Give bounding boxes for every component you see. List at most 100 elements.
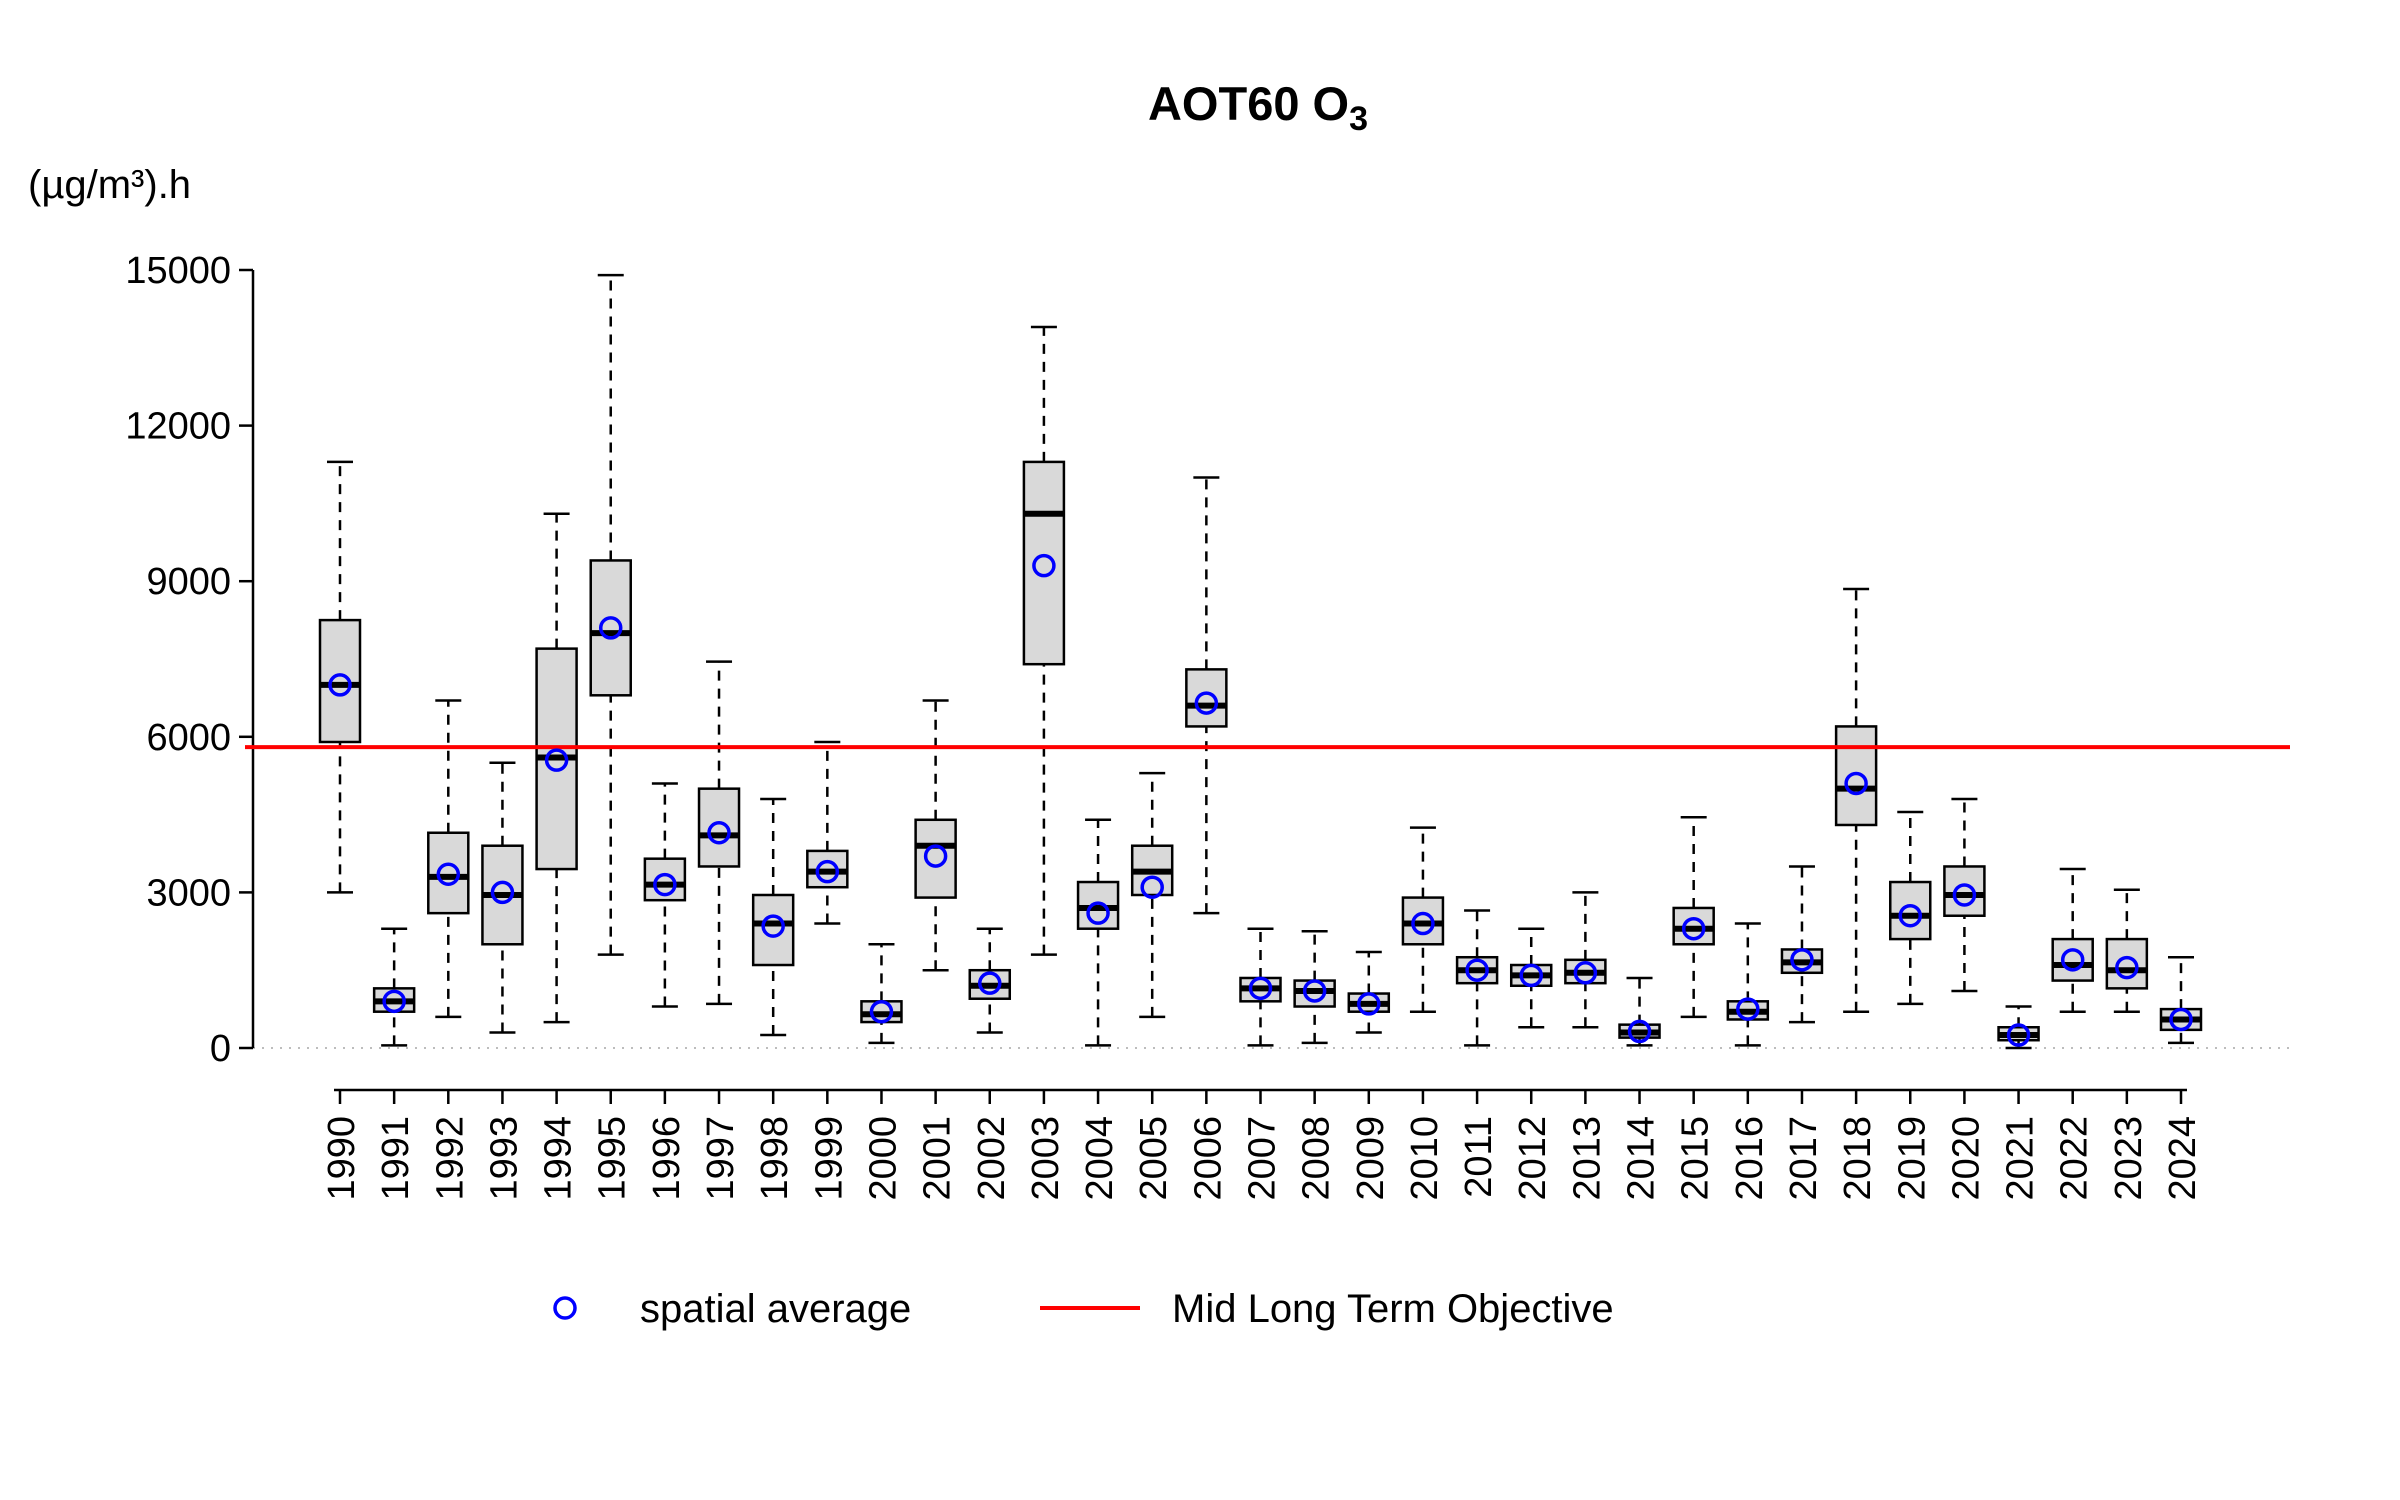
x-axis-tick-label: 2000 [862,1116,904,1201]
boxplot-1991 [372,927,416,1047]
spatial-average-marker [1952,883,1977,907]
x-axis: 1990 1991 1992 1993 1994 1995 1996 1997 1998 1999… [321,1088,2204,1201]
spatial-average-marker [1248,976,1273,1001]
x-axis-tick-label: 2012 [1512,1116,1554,1201]
boxplot-2007 [1239,927,1282,1047]
boxplot-2023 [2105,888,2149,1013]
boxplot-1994 [535,512,578,1024]
boxplot-2015 [1672,815,1715,1019]
x-axis-tick-label: 2004 [1079,1116,1121,1201]
x-axis-tick-label: 1998 [754,1116,796,1201]
spatial-average-marker [1790,948,1814,972]
iqr-box [1022,460,1066,666]
x-axis-tick-label: 1995 [592,1116,634,1201]
spatial-average-marker [382,989,406,1014]
boxplot-2001 [914,699,957,972]
spatial-average-marker [1086,901,1110,925]
legend-spatial-average-marker-icon [553,1296,577,1320]
iqr-box [1889,880,1932,941]
spatial-average-marker [815,859,840,884]
boxplot-2003 [1022,325,1066,956]
spatial-average-marker [1736,997,1760,1021]
boxplot-2010 [1401,826,1445,1013]
boxplot-1993 [481,761,524,1034]
y-axis-tick-label: 3000 [146,872,231,914]
spatial-average-marker [2115,955,2139,980]
iqr-box [1185,668,1228,728]
spatial-average-marker [1519,963,1543,988]
iqr-box [751,893,795,967]
boxplot-2000 [860,943,903,1045]
iqr-box [2105,937,2149,990]
spatial-average-marker [328,673,352,697]
spatial-average-marker [436,862,461,886]
boxplot-2017 [1780,865,1824,1024]
boxplot-2016 [1726,922,1770,1047]
x-axis-tick-label: 2007 [1241,1116,1283,1201]
boxplot-1997 [697,660,741,1006]
boxplot-2004 [1076,818,1120,1047]
x-axis-tick-label: 2003 [1025,1116,1067,1201]
boxplot-1990 [318,460,362,894]
x-axis-tick-label: 2020 [1945,1116,1987,1201]
spatial-average-marker [707,821,731,845]
y-axis-tick-label: 9000 [146,561,231,603]
boxplot-2018 [1834,587,1878,1013]
boxplot-2020 [1943,797,1986,993]
x-axis-tick-label: 2023 [2108,1116,2150,1201]
boxplot-2019 [1889,810,1932,1006]
boxplot-2002 [968,927,1012,1034]
spatial-average-marker [1681,916,1706,941]
x-axis-tick-label: 2001 [917,1116,959,1201]
chart-title: AOT60 O3 [1148,77,1368,138]
chart-title-subscript: 3 [1349,100,1368,138]
boxplot-2022 [2051,867,2094,1013]
x-axis-tick-label: 1990 [321,1116,363,1201]
spatial-average-marker [544,748,569,772]
boxplot-2013 [1564,891,1607,1029]
x-axis-tick-label: 2009 [1350,1116,1392,1201]
x-axis-tick-label: 1996 [646,1116,688,1201]
spatial-average-marker [869,999,894,1024]
x-axis-tick-label: 2010 [1404,1116,1446,1201]
boxplot-1999 [806,740,849,925]
spatial-average-marker [978,971,1002,995]
x-axis-tick-label: 2013 [1566,1116,1608,1201]
y-axis-tick-label: 6000 [146,717,231,759]
spatial-average-marker [2060,948,2085,972]
x-axis-tick-label: 2018 [1837,1116,1879,1201]
legend: spatial average Mid Long Term Objective [553,1287,1614,1331]
chart-title-main: AOT60 O [1148,77,1349,130]
boxplot-2021 [1997,1005,2040,1050]
spatial-average-marker [1140,875,1164,899]
x-axis-tick-label: 1993 [483,1116,525,1201]
spatial-average-marker [1844,771,1868,796]
x-axis-tick-label: 2016 [1729,1116,1771,1201]
x-axis-tick-label: 2008 [1296,1116,1338,1201]
x-axis-tick-label: 1999 [808,1116,850,1201]
spatial-average-marker [1465,958,1489,982]
spatial-average-marker [1627,1019,1652,1044]
spatial-average-marker [1032,553,1056,578]
iqr-box [427,831,470,915]
x-axis-tick-label: 2017 [1783,1116,1825,1201]
spatial-average-marker [1194,691,1219,715]
x-axis-tick-label: 2006 [1187,1116,1229,1201]
iqr-box [1943,865,1986,917]
x-axis-tick-label: 2005 [1133,1116,1175,1201]
boxplot-2012 [1509,927,1553,1029]
boxplot-2014 [1618,976,1661,1047]
spatial-average-marker [1302,979,1327,1003]
iqr-box [914,818,957,899]
spatial-average-marker [761,914,785,938]
x-axis-tick-label: 1991 [375,1116,417,1201]
spatial-average-marker [1898,903,1923,928]
y-axis: 0 3000 6000 9000 12000 15000 [125,250,255,1070]
x-axis-tick-label: 2021 [2000,1116,2042,1201]
boxplot-2008 [1293,930,1336,1045]
x-axis-tick-label: 2022 [2054,1116,2096,1201]
legend-spatial-average-label: spatial average [640,1287,911,1331]
